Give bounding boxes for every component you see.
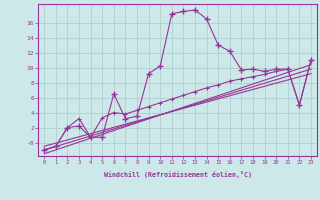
X-axis label: Windchill (Refroidissement éolien,°C): Windchill (Refroidissement éolien,°C) — [104, 171, 252, 178]
